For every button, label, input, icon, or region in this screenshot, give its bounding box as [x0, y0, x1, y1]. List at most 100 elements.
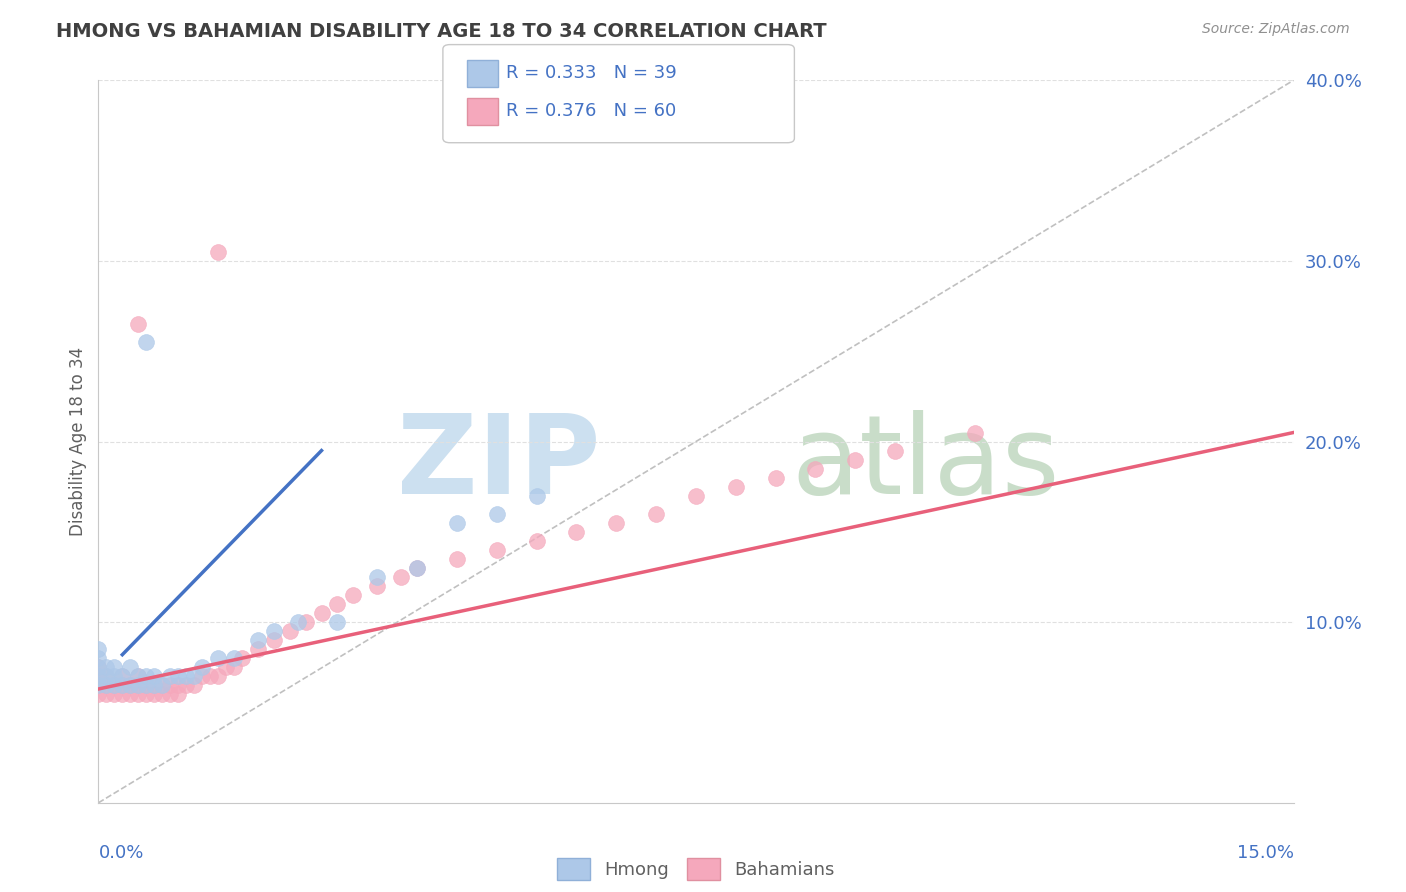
- Point: [963, 425, 986, 440]
- Point: [135, 678, 157, 692]
- Point: [87, 660, 110, 674]
- Point: [127, 669, 149, 683]
- Point: [159, 687, 181, 701]
- Point: [485, 507, 508, 521]
- Point: [135, 335, 157, 350]
- Point: [103, 678, 125, 692]
- Point: [183, 678, 205, 692]
- Point: [605, 516, 627, 530]
- Text: 15.0%: 15.0%: [1236, 845, 1294, 863]
- Point: [174, 678, 197, 692]
- Point: [143, 678, 166, 692]
- Point: [87, 669, 110, 683]
- Point: [135, 687, 157, 701]
- Point: [685, 489, 707, 503]
- Point: [174, 669, 197, 683]
- Point: [159, 678, 181, 692]
- Point: [389, 570, 412, 584]
- Point: [103, 687, 125, 701]
- Point: [366, 570, 388, 584]
- Point: [150, 678, 173, 692]
- Point: [485, 542, 508, 557]
- Point: [143, 687, 166, 701]
- Point: [406, 561, 429, 575]
- Point: [231, 651, 253, 665]
- Point: [111, 687, 134, 701]
- Point: [326, 597, 349, 611]
- Point: [103, 669, 125, 683]
- Point: [120, 678, 142, 692]
- Text: 0.0%: 0.0%: [98, 845, 143, 863]
- Point: [159, 669, 181, 683]
- Point: [167, 669, 190, 683]
- Point: [150, 687, 173, 701]
- Point: [127, 687, 149, 701]
- Point: [87, 687, 110, 701]
- Point: [446, 516, 468, 530]
- Point: [111, 669, 134, 683]
- Point: [183, 669, 205, 683]
- Point: [207, 669, 229, 683]
- Point: [120, 660, 142, 674]
- Point: [87, 660, 110, 674]
- Point: [884, 443, 907, 458]
- Point: [135, 669, 157, 683]
- Text: R = 0.376   N = 60: R = 0.376 N = 60: [506, 103, 676, 120]
- Point: [207, 651, 229, 665]
- Y-axis label: Disability Age 18 to 34: Disability Age 18 to 34: [69, 347, 87, 536]
- Point: [844, 452, 866, 467]
- Point: [96, 669, 118, 683]
- Point: [342, 588, 364, 602]
- Text: Source: ZipAtlas.com: Source: ZipAtlas.com: [1202, 22, 1350, 37]
- Legend: Hmong, Bahamians: Hmong, Bahamians: [550, 851, 842, 888]
- Point: [191, 669, 214, 683]
- Point: [96, 669, 118, 683]
- Point: [294, 615, 316, 630]
- Point: [96, 660, 118, 674]
- Point: [120, 687, 142, 701]
- Point: [526, 533, 548, 548]
- Point: [804, 461, 827, 475]
- Point: [311, 606, 333, 620]
- Point: [645, 507, 668, 521]
- Point: [127, 678, 149, 692]
- Point: [198, 669, 221, 683]
- Point: [278, 624, 301, 639]
- Point: [526, 489, 548, 503]
- Point: [724, 480, 747, 494]
- Point: [96, 678, 118, 692]
- Point: [103, 660, 125, 674]
- Text: HMONG VS BAHAMIAN DISABILITY AGE 18 TO 34 CORRELATION CHART: HMONG VS BAHAMIAN DISABILITY AGE 18 TO 3…: [56, 22, 827, 41]
- Point: [87, 678, 110, 692]
- Point: [222, 651, 245, 665]
- Point: [406, 561, 429, 575]
- Point: [120, 678, 142, 692]
- Point: [127, 669, 149, 683]
- Point: [87, 669, 110, 683]
- Point: [207, 244, 229, 259]
- Point: [765, 471, 787, 485]
- Point: [87, 678, 110, 692]
- Point: [222, 660, 245, 674]
- Point: [246, 642, 269, 657]
- Point: [167, 687, 190, 701]
- Point: [263, 633, 285, 648]
- Point: [87, 642, 110, 657]
- Point: [87, 651, 110, 665]
- Point: [565, 524, 588, 539]
- Point: [127, 317, 149, 331]
- Point: [446, 552, 468, 566]
- Point: [96, 678, 118, 692]
- Point: [150, 678, 173, 692]
- Point: [127, 678, 149, 692]
- Point: [167, 678, 190, 692]
- Point: [143, 669, 166, 683]
- Point: [103, 678, 125, 692]
- Point: [111, 678, 134, 692]
- Point: [111, 669, 134, 683]
- Point: [366, 579, 388, 593]
- Point: [287, 615, 309, 630]
- Text: ZIP: ZIP: [396, 409, 600, 516]
- Point: [246, 633, 269, 648]
- Point: [135, 678, 157, 692]
